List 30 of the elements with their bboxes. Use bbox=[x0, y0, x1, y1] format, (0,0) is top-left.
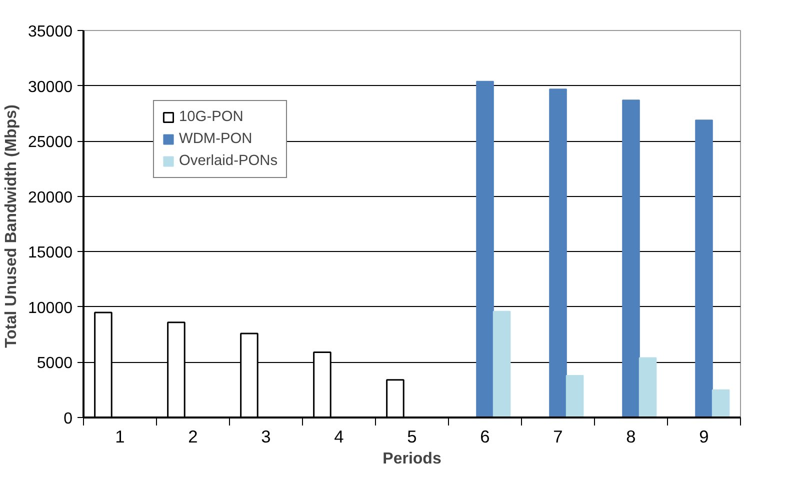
legend-label: Overlaid-PONs bbox=[179, 153, 278, 169]
x-tick-label: 1 bbox=[115, 426, 125, 446]
y-tick-label: 35000 bbox=[28, 24, 73, 40]
bar bbox=[566, 374, 584, 418]
bar bbox=[695, 120, 713, 418]
legend-label: 10G-PON bbox=[179, 109, 244, 125]
bar bbox=[476, 80, 494, 418]
y-tick-label: 25000 bbox=[28, 134, 73, 152]
y-axis-title: Total Unused Bandwidth (Mbps) bbox=[3, 104, 20, 348]
y-tick-label: 5000 bbox=[36, 355, 73, 372]
x-tick-label: 3 bbox=[261, 426, 271, 446]
x-tick-label: 8 bbox=[626, 426, 636, 446]
bar bbox=[492, 310, 511, 418]
y-tick-label: 0 bbox=[64, 410, 73, 428]
x-tick-label: 2 bbox=[188, 426, 198, 446]
bar bbox=[622, 100, 640, 418]
x-tick-label: 5 bbox=[407, 426, 417, 446]
x-tick-label: 4 bbox=[334, 426, 344, 446]
x-tick-label: 6 bbox=[480, 426, 490, 446]
legend-label: WDM-PON bbox=[179, 131, 252, 147]
x-axis-title: Periods bbox=[382, 450, 442, 468]
y-tick-label: 20000 bbox=[28, 189, 73, 206]
x-tick-label: 9 bbox=[699, 426, 709, 446]
y-tick-label: 15000 bbox=[28, 244, 73, 262]
y-tick-label: 30000 bbox=[28, 78, 73, 96]
bar bbox=[638, 357, 657, 418]
bar bbox=[712, 389, 730, 418]
x-tick-label: 7 bbox=[553, 426, 563, 446]
bar bbox=[549, 88, 567, 418]
y-tick-label: 10000 bbox=[28, 300, 73, 317]
